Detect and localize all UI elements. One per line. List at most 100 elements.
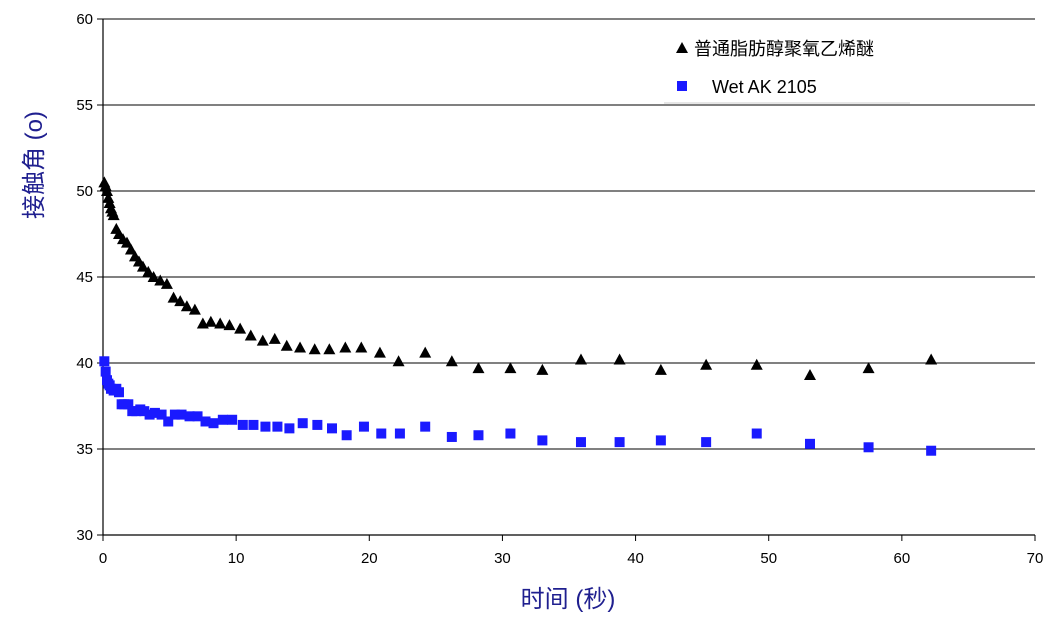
data-point-square (804, 438, 815, 449)
data-point-square (420, 421, 431, 432)
x-tick-label: 60 (894, 550, 911, 567)
data-point-square (614, 437, 625, 448)
data-point-square (272, 421, 283, 432)
x-tick-label: 70 (1027, 550, 1044, 567)
data-point-square (144, 409, 155, 420)
data-point-triangle (136, 260, 149, 272)
data-point-square (163, 416, 174, 427)
data-point-square (926, 445, 937, 456)
data-point-square (169, 409, 180, 420)
data-point-triangle (268, 332, 281, 344)
data-point-triangle (180, 300, 193, 312)
data-point-square (200, 416, 211, 427)
legend-marker-triangle (676, 42, 688, 53)
x-axis-title: 时间 (秒) (521, 586, 616, 613)
x-tick-label: 10 (228, 550, 245, 567)
data-point-square (184, 411, 195, 422)
x-tick-label: 30 (494, 550, 511, 567)
data-point-square (100, 366, 111, 377)
legend-box (664, 28, 910, 104)
x-tick-label: 20 (361, 550, 378, 567)
data-point-triangle (107, 209, 120, 221)
data-point-triangle (160, 277, 173, 289)
data-point-triangle (355, 341, 368, 353)
data-point-square (863, 442, 874, 453)
legend-label-series-1: 普通脂肪醇聚氧乙烯醚 (694, 39, 874, 59)
x-tick-label: 0 (99, 550, 107, 567)
data-point-square (701, 437, 712, 448)
data-point-triangle (188, 303, 201, 315)
data-point-square (297, 418, 308, 429)
y-tick-label: 55 (76, 97, 93, 114)
data-point-square (176, 409, 187, 420)
data-point-triangle (204, 315, 217, 327)
data-point-triangle (244, 329, 257, 341)
data-point-square (376, 428, 387, 439)
data-point-triangle (803, 369, 816, 381)
data-point-triangle (223, 319, 236, 331)
data-point-square (192, 411, 203, 422)
data-point-square (248, 419, 259, 430)
x-tick-label: 50 (760, 550, 777, 567)
y-tick-label: 60 (76, 11, 93, 28)
data-point-square (358, 421, 369, 432)
data-point-triangle (654, 363, 667, 375)
data-point-square (227, 414, 238, 425)
data-point-triangle (392, 355, 405, 367)
data-point-square (655, 435, 666, 446)
y-tick-label: 40 (76, 355, 93, 372)
data-point-triangle (472, 362, 485, 374)
data-point-triangle (323, 343, 336, 355)
y-axis-title: 接触角 (o) (21, 111, 48, 219)
data-point-triangle (750, 358, 763, 370)
data-point-triangle (174, 295, 187, 307)
data-point-triangle (294, 341, 307, 353)
data-point-triangle (339, 341, 352, 353)
data-point-triangle (574, 353, 587, 365)
data-point-square (284, 423, 295, 434)
data-point-triangle (280, 339, 293, 351)
data-point-triangle (504, 362, 517, 374)
data-point-square (237, 419, 248, 430)
gridlines (103, 18, 1035, 536)
y-tick-label: 30 (76, 527, 93, 544)
data-point-triangle (862, 362, 875, 374)
legend-marker-square (677, 81, 687, 91)
data-point-triangle (925, 353, 938, 365)
series-2 (99, 356, 937, 456)
data-point-square (505, 428, 516, 439)
data-point-square (327, 423, 338, 434)
data-point-triangle (419, 346, 432, 358)
legend: 普通脂肪醇聚氧乙烯醚 Wet AK 2105 (664, 28, 910, 104)
data-point-triangle (100, 185, 113, 196)
data-point-square (341, 430, 352, 441)
y-tick-label: 50 (76, 183, 93, 200)
data-point-square (156, 409, 167, 420)
data-point-triangle (308, 343, 321, 355)
data-point-triangle (142, 265, 155, 277)
data-point-triangle (214, 317, 227, 329)
y-tick-label: 45 (76, 269, 93, 286)
data-point-triangle (256, 334, 269, 346)
series-1 (98, 176, 938, 381)
data-point-square (123, 399, 134, 410)
data-point-triangle (154, 274, 167, 286)
data-point-square (575, 437, 586, 448)
data-point-triangle (167, 291, 180, 303)
data-point-square (149, 407, 160, 418)
data-point-square (99, 356, 110, 367)
data-point-triangle (124, 243, 137, 255)
data-point-square (537, 435, 548, 446)
data-point-square (751, 428, 762, 439)
data-point-triangle (234, 322, 247, 334)
data-point-square (139, 406, 150, 417)
data-point-square (312, 419, 323, 430)
data-series (98, 176, 938, 456)
x-tick-label: 40 (627, 550, 644, 567)
data-point-triangle (120, 236, 133, 248)
y-tick-label: 35 (76, 441, 93, 458)
axes: 30 35 40 45 50 55 60 0 10 20 30 40 50 60 70 (76, 11, 1043, 567)
data-point-triangle (373, 346, 386, 358)
